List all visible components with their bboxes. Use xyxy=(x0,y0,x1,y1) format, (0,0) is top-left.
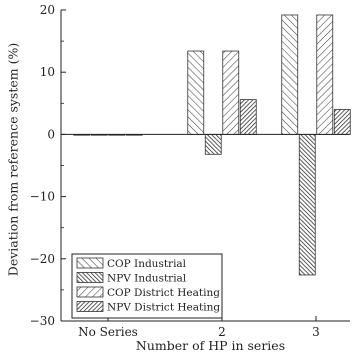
bar-cop-industrial-3 xyxy=(281,14,299,135)
legend-label: NPV District Heating xyxy=(107,302,220,314)
bar-cop-industrial-2 xyxy=(187,50,205,135)
y-tick-label: 10 xyxy=(40,65,55,79)
y-tick-label: −30 xyxy=(30,314,55,328)
legend-label: COP Industrial xyxy=(107,258,187,270)
ticks-layer: −30 −20 −10 0 10 20 No Series 2 3 xyxy=(30,3,320,339)
x-axis-label: Number of HP in series xyxy=(136,338,285,353)
x-tick-label: 3 xyxy=(312,325,320,339)
legend-swatch xyxy=(76,272,104,283)
y-tick-label: 20 xyxy=(40,3,55,17)
bar-npv-district-heating-2 xyxy=(239,99,257,135)
y-tick-label: −20 xyxy=(30,252,55,266)
bar-npv-district-heating-3 xyxy=(333,109,351,135)
legend-swatch xyxy=(76,286,104,298)
legend-label: COP District Heating xyxy=(107,287,220,299)
y-tick-label: 0 xyxy=(47,127,55,141)
legend-label: NPV Industrial xyxy=(107,273,187,285)
bars-layer xyxy=(73,14,351,276)
legend: COP Industrial NPV Industrial COP District… xyxy=(71,253,223,319)
bar-npv-industrial-2 xyxy=(204,133,222,155)
y-tick-label: −10 xyxy=(30,190,55,204)
x-tick-label: 2 xyxy=(218,325,226,339)
x-tick-label: No Series xyxy=(78,325,138,339)
y-axis-label: Deviation from reference system (%) xyxy=(6,43,21,276)
legend-swatch xyxy=(76,301,104,312)
legend-swatch xyxy=(76,257,104,269)
bar-cop-district-heating-2 xyxy=(222,50,240,135)
bar-cop-district-heating-3 xyxy=(316,14,334,135)
bar-npv-industrial-3 xyxy=(298,133,316,276)
